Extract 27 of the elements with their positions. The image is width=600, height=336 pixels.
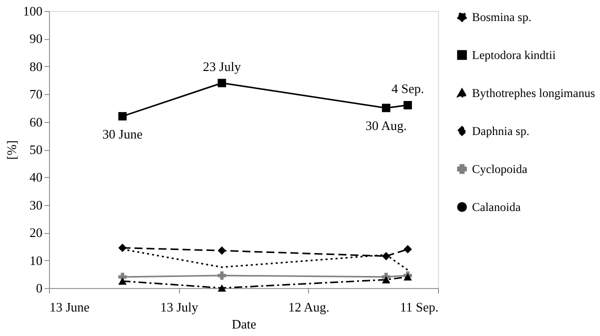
annotation: 4 Sep. bbox=[391, 81, 424, 96]
y-tick-label: 10 bbox=[30, 252, 42, 268]
legend-label: Calanoida bbox=[472, 200, 522, 214]
x-tick-label: 12 Aug. bbox=[288, 300, 330, 314]
x-tick-label: 13 July bbox=[160, 300, 199, 314]
legend-label: Bythotrephes longimanus bbox=[472, 86, 596, 100]
y-tick-label: 30 bbox=[30, 197, 42, 212]
x-tick-label: 13 June bbox=[50, 300, 90, 314]
y-tick-label: 50 bbox=[30, 142, 42, 157]
y-tick-label: 100 bbox=[23, 4, 42, 18]
y-tick-label: 20 bbox=[30, 225, 42, 240]
annotation: 30 June bbox=[102, 126, 143, 142]
annotation: 30 Aug. bbox=[366, 118, 407, 133]
y-tick-label: 80 bbox=[30, 58, 42, 74]
y-tick-label: 90 bbox=[30, 31, 42, 46]
y-tick-label: 40 bbox=[30, 170, 42, 185]
annotation: 23 July bbox=[202, 59, 242, 74]
y-tick-label: 0 bbox=[36, 280, 42, 296]
x-axis-title: Date bbox=[232, 316, 256, 332]
legend-label: Daphnia sp. bbox=[472, 124, 530, 138]
y-tick-label: 60 bbox=[30, 114, 42, 130]
legend-label: Bosmina sp. bbox=[472, 10, 532, 24]
legend-label: Cyclopoida bbox=[472, 162, 528, 176]
x-tick-label: 11 Sep. bbox=[400, 300, 438, 314]
legend-label: Leptodora kindtii bbox=[472, 48, 556, 62]
y-tick-label: 70 bbox=[30, 86, 42, 102]
y-axis-title: [%] bbox=[4, 140, 19, 160]
